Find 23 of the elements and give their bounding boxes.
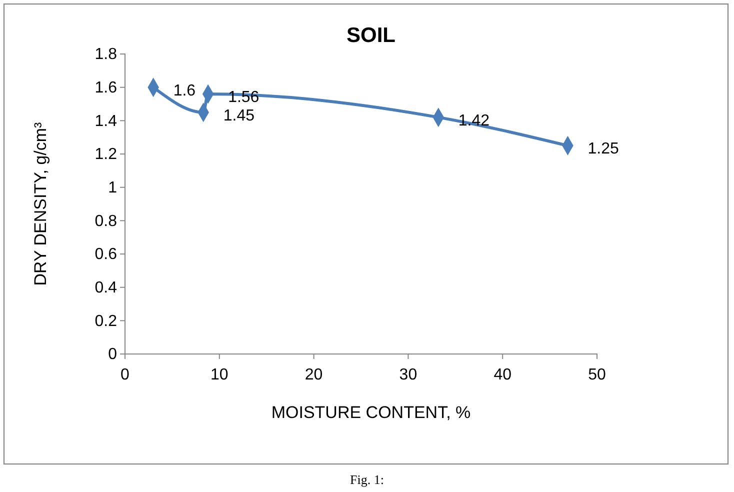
x-tick-label: 40: [494, 366, 512, 384]
y-axis-title: DRY DENSITY, g/cm³: [31, 122, 50, 286]
y-tick-label: 1.2: [94, 146, 118, 164]
chart-title: SOIL: [346, 24, 396, 47]
y-tick-label: 1.8: [94, 46, 118, 64]
y-tick-label: 0: [108, 346, 118, 364]
y-tick-label: 1.4: [94, 112, 118, 130]
x-tick-label: 30: [399, 366, 418, 384]
y-tick-label: 0.6: [94, 246, 118, 264]
y-tick-label: 0.4: [94, 279, 118, 296]
data-label: 1.25: [588, 140, 619, 158]
y-tick-label: 0.2: [94, 312, 118, 330]
y-tick-label: 1: [108, 179, 118, 196]
x-tick-label: 10: [210, 366, 228, 384]
data-label: 1.6: [173, 82, 196, 100]
y-tick-label: 0.8: [94, 212, 118, 230]
caption: Fig. 1:: [350, 472, 384, 487]
x-tick-label: 20: [304, 366, 323, 384]
x-axis-title: MOISTURE CONTENT, %: [271, 403, 471, 422]
x-tick-label: 50: [588, 366, 606, 384]
y-tick-label: 1.6: [94, 79, 118, 96]
data-label: 1.45: [223, 107, 255, 124]
x-tick-label: 0: [120, 366, 130, 384]
